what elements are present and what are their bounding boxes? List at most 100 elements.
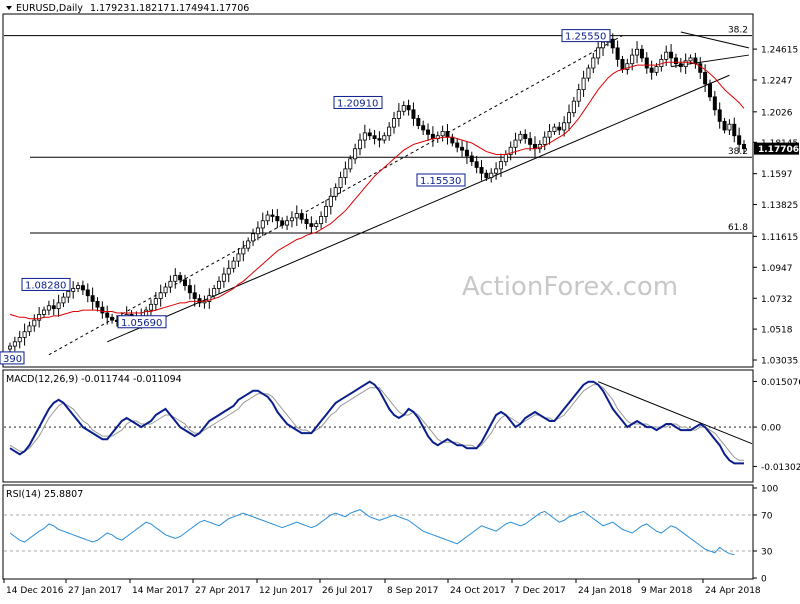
candle-body: [503, 154, 508, 163]
candle-body: [226, 267, 231, 275]
rsi-tick-label: 100: [761, 485, 778, 495]
macd-tick-label: -0.013021: [761, 463, 800, 473]
candle-body: [576, 89, 581, 102]
time-tick-label: 24 Jan 2018: [578, 586, 632, 596]
price-axis: 1.246151.22471.20261.181451.15971.138251…: [753, 46, 799, 367]
candle-body: [669, 51, 674, 59]
rsi-panel-frame: [2, 484, 754, 580]
candle-body: [430, 133, 435, 140]
price-tick-label: 1.13825: [761, 201, 798, 211]
time-tick-label: 9 Mar 2018: [641, 586, 693, 596]
price-label-box: [117, 315, 167, 329]
candle-body: [178, 275, 183, 281]
candle-body: [236, 253, 241, 262]
last-price-label: 1.17706: [758, 145, 799, 155]
price-tick-label: 1.1597: [761, 170, 793, 180]
candle-body: [168, 280, 173, 288]
candle-body: [61, 296, 66, 304]
watermark: ActionForex.com: [462, 272, 678, 302]
candle-body: [450, 136, 455, 144]
candle-body: [479, 167, 484, 174]
candle-body: [722, 120, 727, 131]
rsi-grid: [4, 514, 752, 552]
candle-body: [567, 112, 572, 124]
candle-body: [182, 279, 187, 286]
time-tick-label: 27 Jan 2017: [68, 586, 122, 596]
price-label-text: 1.05690: [121, 318, 162, 329]
price-tick-label: 1.0518: [761, 326, 793, 336]
fib-level-label: 61.8: [728, 223, 748, 233]
candle-body: [80, 285, 85, 291]
price-tick-label: 1.11615: [761, 233, 798, 243]
price-panel-frame: [2, 13, 754, 368]
candle-body: [610, 38, 615, 49]
ohlc-open: 1.17923: [90, 3, 129, 14]
price-label-box: [0, 351, 25, 365]
candle-body: [85, 289, 90, 297]
price-tick-label: 1.2026: [761, 108, 793, 118]
candle-body: [411, 109, 416, 119]
candle-body: [601, 41, 606, 49]
candle-body: [319, 216, 324, 225]
macd-panel-frame: [2, 369, 754, 483]
trendline: [48, 35, 623, 356]
candle-body: [518, 133, 523, 141]
candle-body: [693, 57, 698, 65]
candle-body: [17, 337, 22, 343]
candle-body: [557, 126, 562, 131]
candle-body: [348, 158, 353, 170]
candle-body: [294, 213, 299, 219]
time-tick-label: 8 Sep 2017: [387, 586, 438, 596]
candle-body: [460, 146, 465, 151]
price-tick-label: 1.03035: [761, 357, 798, 367]
candle-body: [445, 131, 450, 138]
candle-body: [76, 285, 81, 289]
candle-body: [678, 63, 683, 67]
price-tick-label: 1.0732: [761, 295, 793, 305]
candle-body: [683, 60, 688, 67]
macd-title: MACD(12,26,9) -0.011744 -0.011094: [6, 374, 182, 385]
candle-body: [246, 240, 251, 249]
candle-body: [523, 133, 528, 140]
candle-body: [207, 295, 212, 302]
candle-body: [37, 314, 42, 321]
price-label-text: 1.15530: [420, 176, 461, 187]
candle-body: [212, 288, 217, 297]
candle-body: [144, 309, 149, 317]
candle-body: [158, 292, 163, 299]
macd-axis: 0.015076 0.00 -0.013021: [753, 378, 800, 473]
candle-body: [494, 168, 499, 174]
candle-body: [95, 301, 100, 308]
candle-body: [712, 96, 717, 111]
candle-body: [251, 233, 256, 242]
candle-body: [285, 220, 290, 226]
price-labels: 1.25550 1.20910 1.15530 1.08280 1.05690 390: [0, 29, 611, 365]
candle-body: [333, 187, 338, 197]
price-label-box: [21, 277, 71, 291]
time-tick-label: 7 Dec 2017: [514, 586, 566, 596]
candle-body: [440, 131, 445, 137]
fib-levels: 38.2 38.2 61.8: [4, 26, 752, 234]
price-tick-label: 1.0947: [761, 264, 793, 274]
price-tick-label: 1.24615: [761, 46, 798, 56]
collapse-triangle-icon[interactable]: [6, 6, 12, 10]
candle-body: [46, 305, 51, 311]
candle-body: [275, 216, 280, 222]
fib-level-label: 38.2: [728, 147, 748, 157]
candle-body: [591, 57, 596, 69]
candle-body: [406, 105, 411, 111]
ohlc-high: 1.18217: [130, 3, 169, 14]
last-price-box: [754, 142, 799, 155]
candle-body: [528, 138, 533, 145]
candle-body: [22, 331, 27, 338]
ohlc-close: 1.17706: [210, 3, 249, 14]
candle-body: [372, 135, 377, 140]
candle-body: [673, 57, 678, 65]
candle-body: [255, 227, 260, 235]
candle-body: [513, 139, 518, 148]
time-tick-label: 27 Apr 2017: [195, 586, 251, 596]
candle-body: [153, 298, 158, 305]
candle-body: [197, 298, 202, 304]
candle-body: [110, 316, 115, 321]
candle-body: [596, 47, 601, 59]
